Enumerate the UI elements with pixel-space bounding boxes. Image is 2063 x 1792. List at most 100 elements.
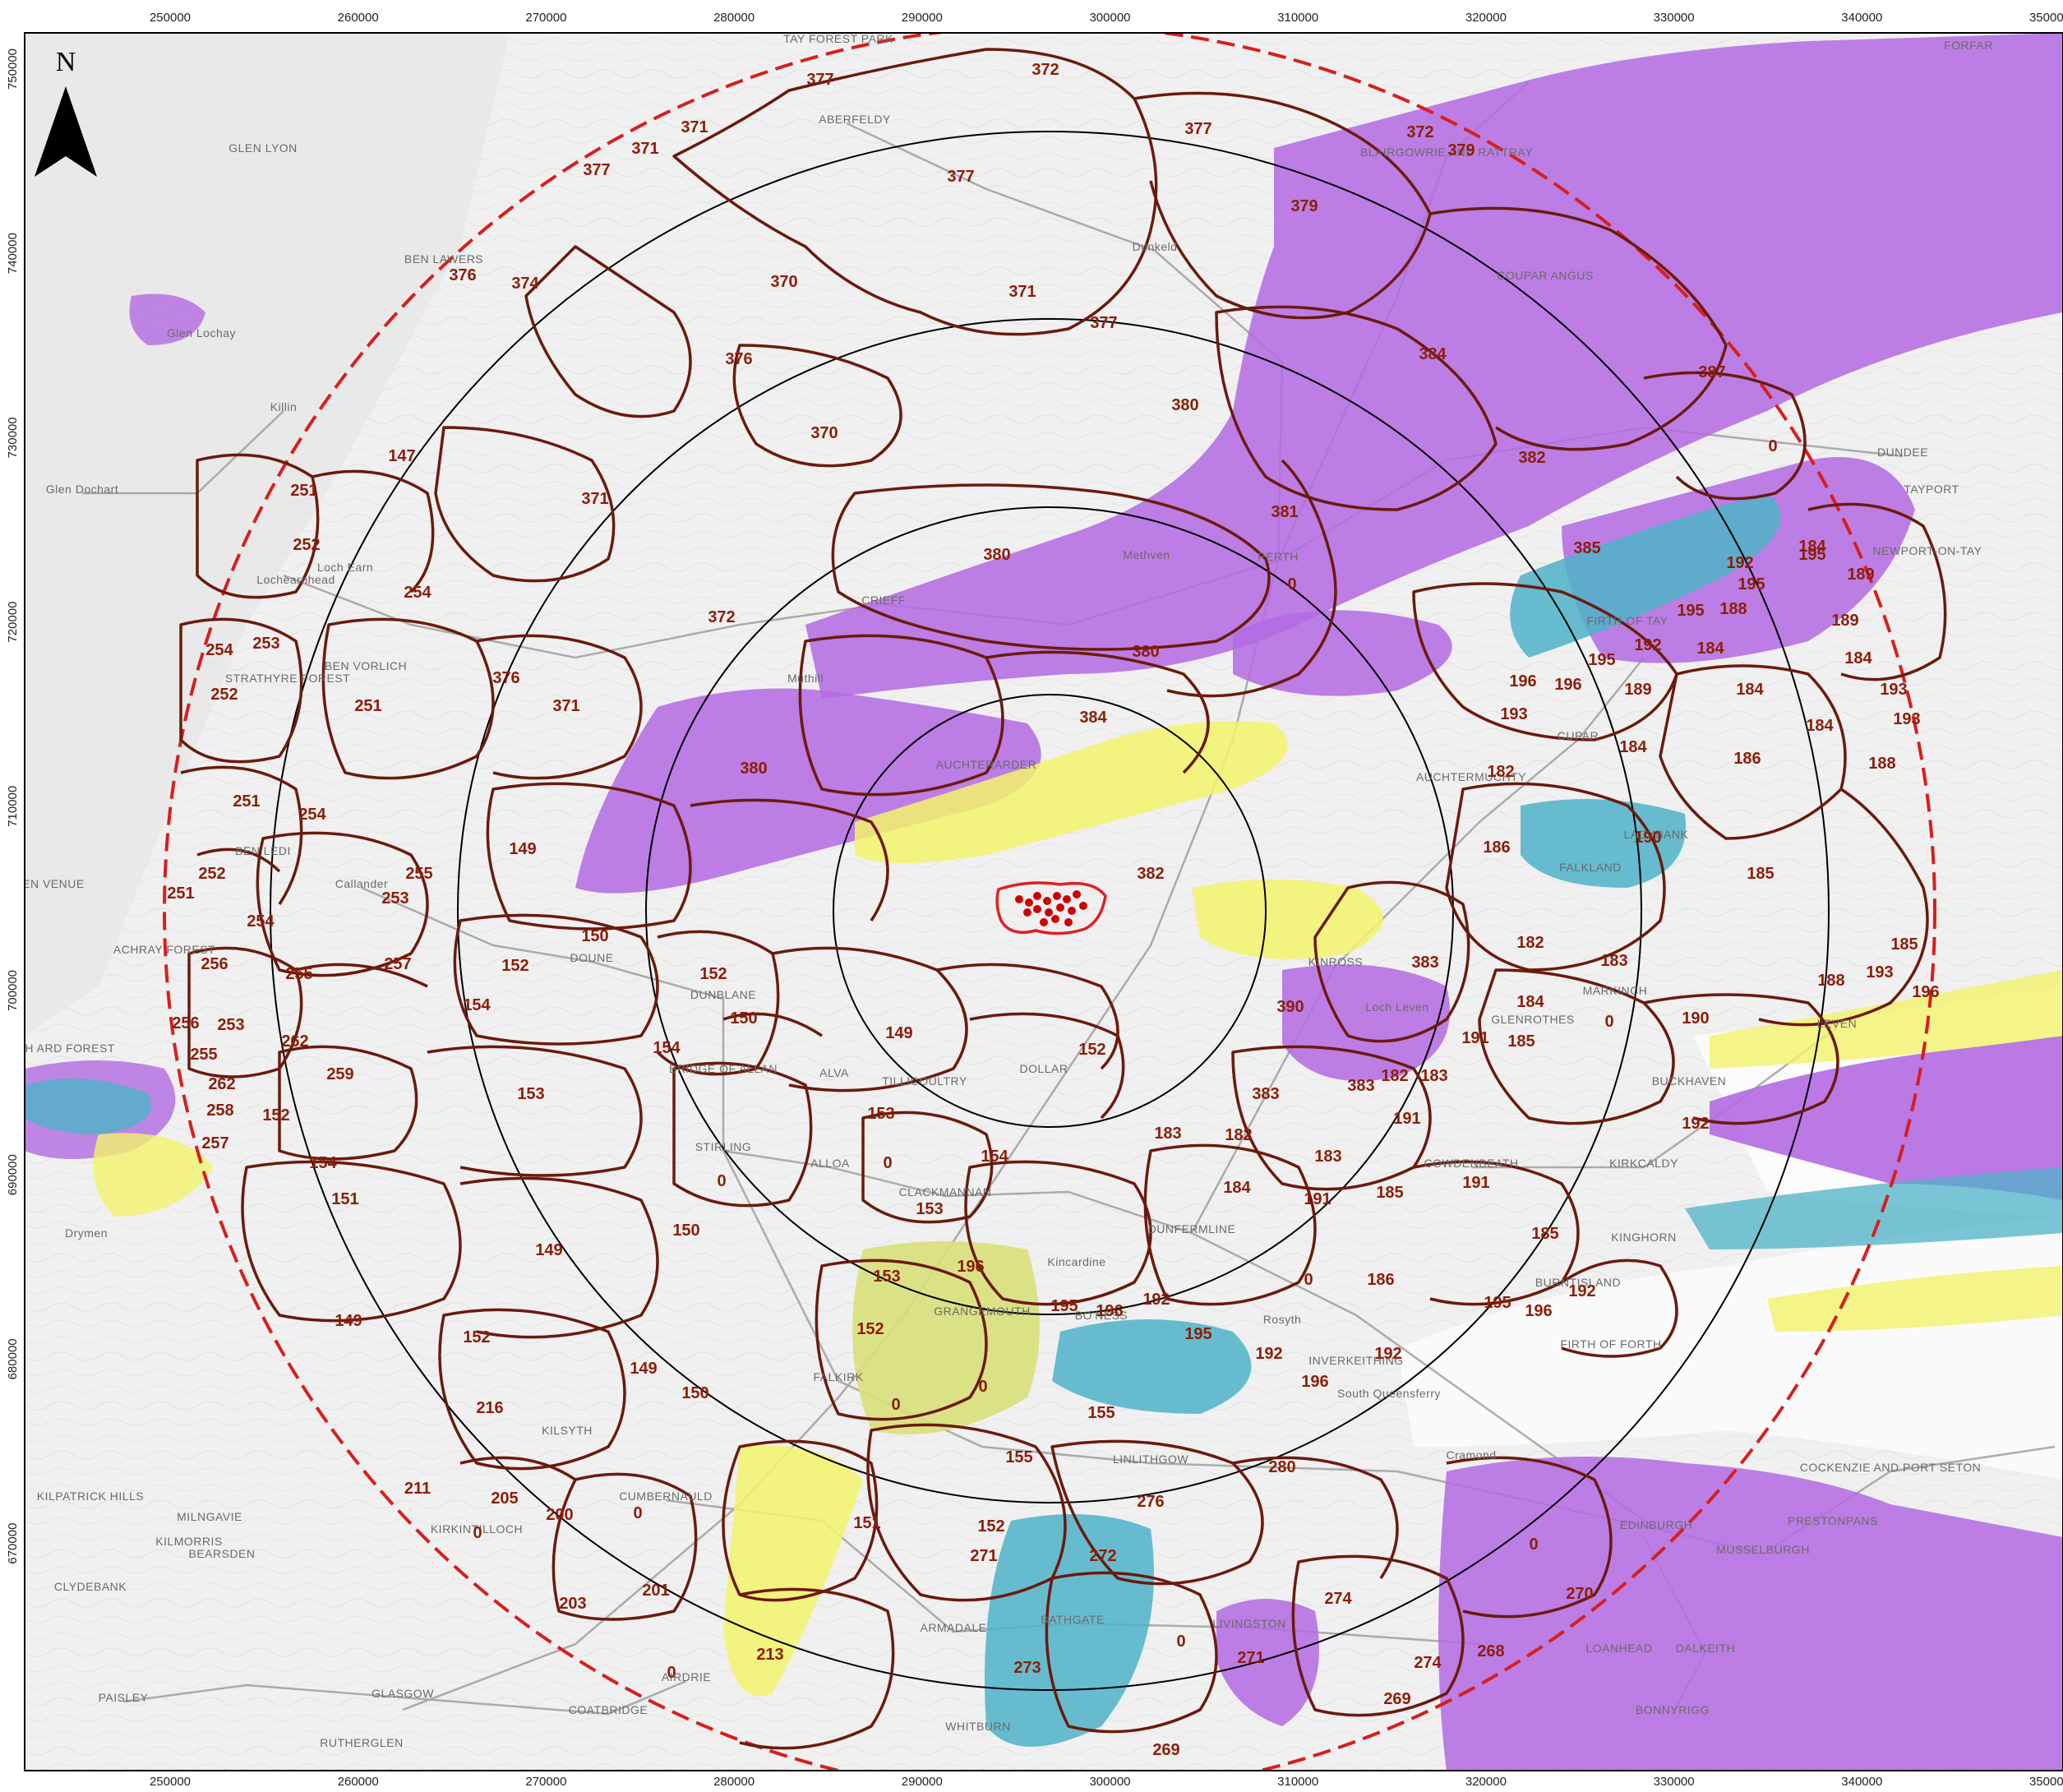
lca-number: 191 [1393,1110,1420,1128]
lca-number: 274 [1414,1654,1442,1672]
place-name: INVERKEITHING [1308,1354,1403,1367]
lca-number: 183 [1314,1148,1341,1166]
place-name: COWDENBEATH [1424,1157,1519,1170]
place-name: KIRKINTILLOCH [431,1522,523,1536]
lca-number: 196 [1301,1373,1328,1391]
lca-number: 216 [476,1399,503,1417]
lca-number: 255 [405,865,432,883]
lca-number: 149 [885,1024,912,1042]
easting-label-bottom: 280000 [713,1775,755,1789]
north-letter: N [56,47,76,77]
place-name: Lochearnhead [256,573,335,586]
easting-label-top: 290000 [902,11,943,25]
place-name: ARMADALE [920,1621,986,1634]
lca-number: 184 [1798,538,1826,556]
lca-number: 384 [1079,709,1107,727]
lca-number: 370 [770,273,797,291]
lca-number: 195 [1050,1297,1078,1315]
lca-number: 258 [206,1102,233,1120]
lca-number: 151 [331,1190,358,1208]
place-name: Glen Dochart [46,483,118,496]
place-name: BEARSDEN [188,1547,255,1560]
ring-40km [270,131,1830,1691]
lca-number: 253 [217,1016,244,1034]
place-name: Callander [335,877,388,890]
place-name: FIRTH OF TAY [1586,614,1668,627]
easting-label-top: 250000 [150,11,191,25]
lca-number: 201 [642,1582,669,1600]
zone-purple-north [805,33,2063,699]
lca-number: 383 [1347,1077,1374,1095]
place-name: Dunkeld [1133,240,1178,253]
zone-yellow-ochils [855,721,1288,863]
lca-number: 274 [1324,1590,1352,1608]
lca-number: 372 [708,608,735,626]
place-name: BO'NESS [1075,1309,1128,1322]
place-name: FIRTH OF FORTH [1560,1337,1661,1351]
place-name: DUNBLANE [690,988,756,1001]
lca-number: 379 [1447,141,1475,159]
lca-number: 251 [233,792,260,811]
lca-number: 377 [583,161,610,179]
easting-label-bottom: 310000 [1277,1775,1318,1789]
easting-label-bottom: 320000 [1465,1775,1507,1789]
place-name: NEWPORT-ON-TAY [1873,544,1982,557]
turbine-marker [1033,905,1041,913]
lca-number: 192 [1374,1345,1401,1363]
lca-number: 211 [404,1480,431,1498]
lca-number: 192 [1726,554,1753,572]
place-name: GLEN LYON [228,141,298,155]
easting-label-top: 270000 [525,11,566,25]
lca-number: 189 [1831,612,1858,630]
northing-label: 700000 [6,970,20,1011]
northing-label: 690000 [6,1154,20,1195]
lca-number: 372 [1032,61,1059,79]
turbine-marker [1051,915,1059,923]
lca-number: 200 [546,1506,573,1524]
place-name: South Queensferry [1337,1387,1441,1400]
place-name: BEN LEDI [235,844,291,857]
place-name: Killin [270,400,298,413]
place-name: DUNFERMLINE [1148,1222,1236,1235]
turbine-marker [1045,908,1053,917]
lca-number: 195 [1798,546,1825,564]
lca-number: 262 [208,1075,235,1093]
lca-number: 183 [1600,952,1627,970]
lca-number: 195 [1484,1294,1511,1312]
lca-number: 272 [1089,1547,1116,1565]
lca-number: 183 [1420,1067,1447,1085]
zone-purple-strathearn [575,688,1041,894]
lca-number: 191 [1304,1190,1331,1208]
place-name: TAY FOREST PARK [783,32,893,45]
lca-number: 257 [384,955,411,973]
distance-rings [270,131,1830,1691]
lca-number: 190 [1634,829,1661,847]
place-name: LOANHEAD [1585,1642,1652,1655]
zone-purple-glenlyon [129,293,205,345]
lca-number: 154 [309,1154,337,1172]
easting-label-bottom: 270000 [525,1775,566,1789]
study-area-boundary [163,33,1936,1771]
easting-label-bottom: 340000 [1841,1775,1882,1789]
place-name: Glen Lochay [167,326,236,339]
lca-number: 254 [247,912,275,931]
lca-number: 184 [1844,649,1872,667]
lca-number: 257 [201,1134,228,1152]
zone-teal-ladybank [1521,799,1687,888]
north-arrow: N [35,47,97,177]
lca-number: 254 [298,806,326,824]
place-name: BONNYRIGG [1636,1703,1710,1716]
place-name: CRIEFF [861,593,906,607]
lca-number: 152 [262,1106,289,1125]
lca-number: 193 [1500,705,1527,723]
lca-number: 150 [730,1009,757,1028]
lca-number: 196 [1096,1302,1123,1320]
lca-number: 387 [1698,363,1725,381]
place-name: GLASGOW [372,1687,434,1700]
lca-number: 184 [1223,1179,1251,1197]
lca-number: 253 [381,889,408,908]
lca-number: 0 [1768,437,1777,455]
place-name: ALVA [819,1066,849,1079]
place-name: FORFAR [1944,39,1993,52]
zone-purple-forth-east [1710,1036,2063,1200]
